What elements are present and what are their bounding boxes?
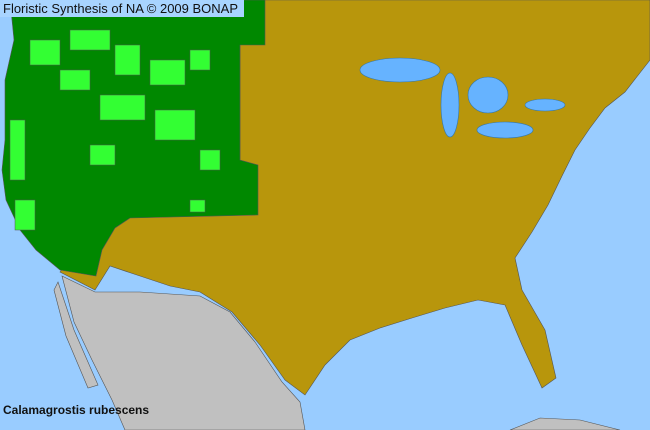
great-lakes — [359, 57, 566, 139]
light-green-patches — [9, 29, 221, 231]
baja-california — [53, 281, 99, 389]
map-title: Floristic Synthesis of NA © 2009 BONAP — [0, 0, 245, 17]
mexico-region — [61, 275, 306, 430]
cuba — [509, 417, 621, 430]
species-label: Calamagrostis rubescens — [3, 403, 150, 417]
